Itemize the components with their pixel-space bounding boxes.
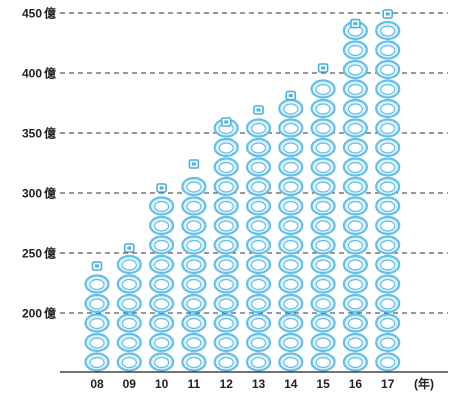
y-tick-unit-350: 億 [44, 126, 56, 141]
bar-11 [181, 159, 207, 372]
bar-stacks [84, 9, 401, 372]
bar-10 [149, 183, 175, 372]
y-tick-unit-200: 億 [44, 306, 56, 321]
bar-14 [278, 90, 304, 372]
y-tick-unit-450: 億 [44, 6, 56, 21]
y-tick-unit-250: 億 [44, 246, 56, 261]
x-tick-label-17: 17 [381, 377, 395, 391]
bar-16 [342, 18, 368, 372]
y-tick-label-400: 400 [22, 67, 42, 81]
x-tick-label-08: 08 [90, 377, 104, 391]
y-tick-label-350: 350 [22, 127, 42, 141]
x-tick-label-14: 14 [284, 377, 298, 391]
x-tick-label-11: 11 [188, 377, 201, 391]
y-tick-label-450: 450 [22, 7, 42, 21]
x-tick-label-15: 15 [316, 377, 330, 391]
x-tick-label-10: 10 [155, 377, 169, 391]
x-tick-label-16: 16 [349, 377, 363, 391]
x-axis-unit-label: (年) [414, 376, 434, 391]
gridlines [60, 12, 448, 314]
x-tick-label-12: 12 [220, 377, 234, 391]
bar-17 [375, 9, 401, 372]
x-tick-label-13: 13 [252, 377, 266, 391]
y-tick-label-200: 200 [22, 307, 42, 321]
x-tick-label-09: 09 [123, 377, 137, 391]
bar-15 [310, 63, 336, 372]
y-tick-unit-300: 億 [44, 186, 56, 201]
y-tick-unit-400: 億 [44, 66, 56, 81]
bar-08 [84, 261, 110, 372]
y-tick-label-250: 250 [22, 247, 42, 261]
bar-09 [116, 243, 142, 372]
y-tick-label-300: 300 [22, 187, 42, 201]
bar-12 [213, 117, 239, 372]
x-axis-tick-labels: 08 09 10 11 12 13 14 15 16 17 [90, 377, 394, 391]
bar-13 [245, 105, 272, 372]
